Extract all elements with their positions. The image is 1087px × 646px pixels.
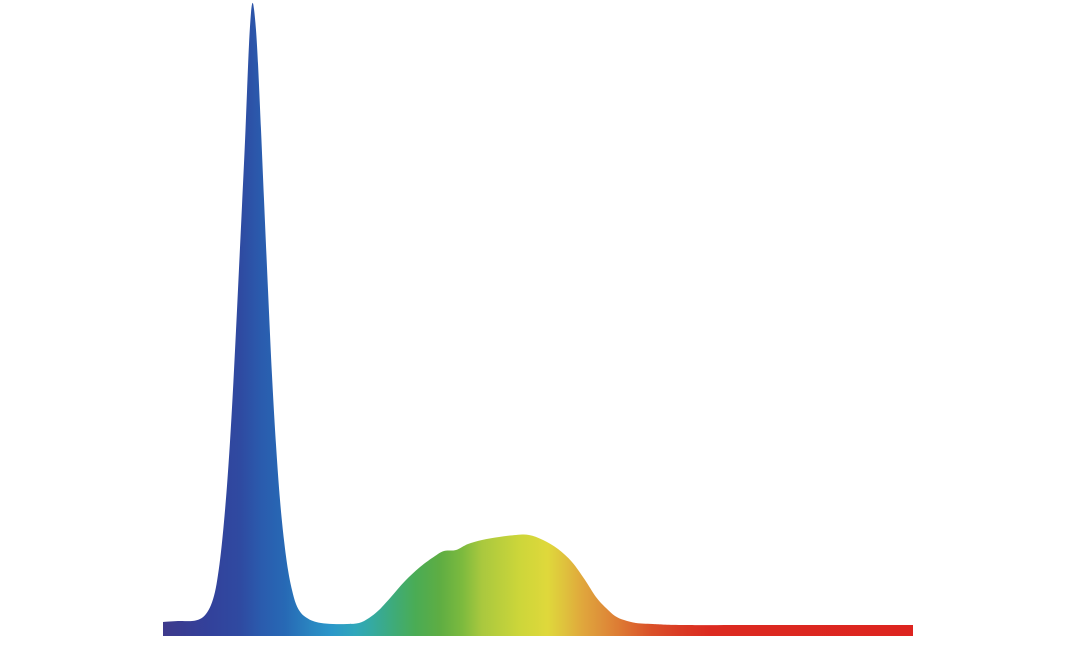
spectrum-curve [163,2,913,637]
